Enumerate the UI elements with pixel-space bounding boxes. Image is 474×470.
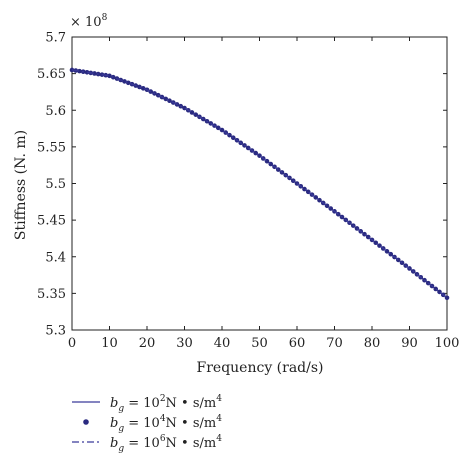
x-tick-label: 60	[289, 336, 306, 351]
legend-marker-dot	[83, 419, 89, 425]
series-point	[107, 73, 112, 79]
y-tick-label: 5.65	[37, 67, 66, 82]
x-tick-label: 100	[435, 336, 460, 351]
x-tick-label: 30	[176, 336, 193, 351]
legend-entry-2: bg = 104N • s/m4	[110, 414, 222, 434]
legend: bg = 102N • s/m4 bg = 104N • s/m4 bg = 1…	[72, 394, 222, 454]
legend-entry-1: bg = 102N • s/m4	[110, 394, 222, 414]
x-axis-title: Frequency (rad/s)	[197, 360, 324, 376]
y-tick-label: 5.3	[45, 324, 66, 339]
x-tick-label: 80	[364, 336, 381, 351]
x-tick-label: 90	[401, 336, 418, 351]
series-point	[92, 71, 97, 76]
y-tick-label: 5.5	[45, 177, 66, 192]
series-point	[140, 86, 146, 91]
y-tick-label: 5.6	[45, 104, 66, 119]
legend-entry-3: bg = 106N • s/m4	[110, 434, 222, 454]
series-line-1	[71, 69, 448, 299]
series-point	[122, 79, 127, 84]
x-tick-label: 0	[68, 336, 76, 351]
y-tick-label: 5.45	[37, 214, 66, 229]
y-tick-label: 5.7	[45, 31, 66, 46]
series-point	[137, 84, 142, 90]
x-tick-label: 20	[139, 336, 156, 351]
series-point	[77, 68, 82, 74]
plot-area: 0 10 20 30 40 50 60 70 80 90 1005.35.355.45.455.55…	[37, 31, 459, 352]
y-tick-label: 5.35	[37, 287, 66, 302]
series-point	[444, 295, 450, 301]
y-axis-multiplier-exponent: 8	[102, 13, 108, 23]
x-tick-label: 10	[101, 336, 118, 351]
series-point	[125, 80, 131, 86]
y-tick-label: 5.4	[45, 250, 66, 265]
x-tick-label: 70	[326, 336, 343, 351]
y-tick-label: 5.55	[37, 140, 66, 155]
y-axis-title: Stiffness (N. m)	[13, 130, 29, 240]
x-tick-label: 50	[251, 336, 268, 351]
y-axis-multiplier: × 108	[70, 13, 108, 30]
series-line-3	[71, 69, 448, 299]
x-tick-label: 40	[214, 336, 231, 351]
